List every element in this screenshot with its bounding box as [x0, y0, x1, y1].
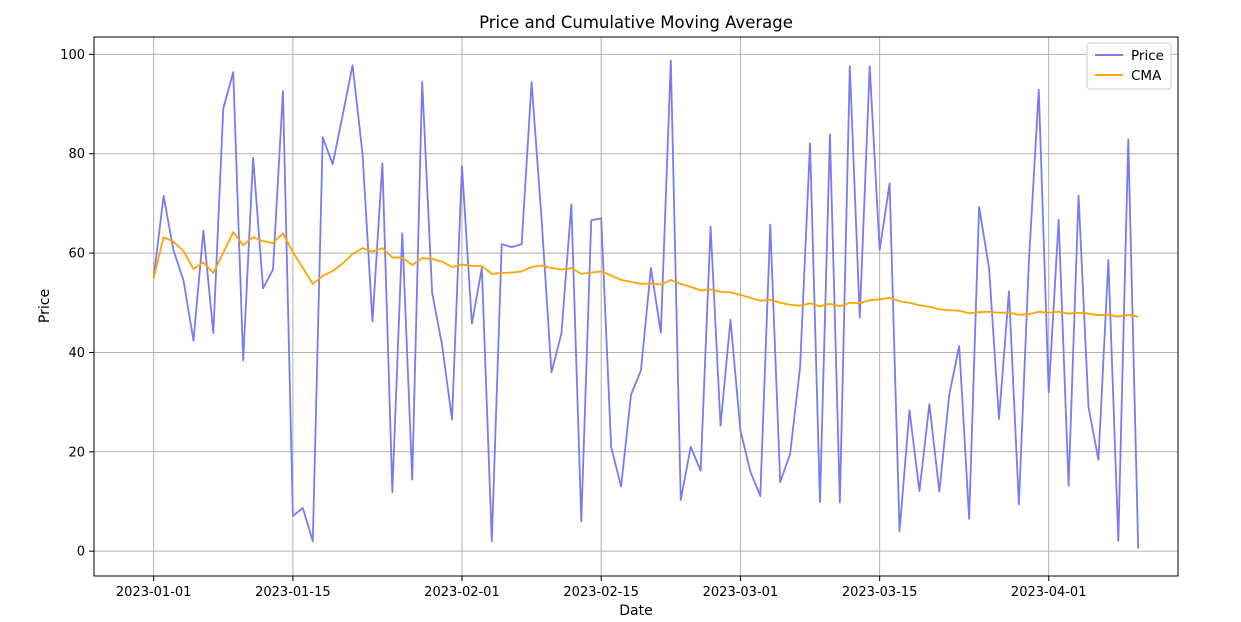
y-tick-label: 80 [68, 147, 85, 162]
y-axis: 0 20 40 60 80 100 [60, 48, 94, 560]
x-tick-label: 2023-03-15 [842, 585, 918, 600]
legend-label-cma: CMA [1131, 68, 1162, 84]
series-line-cma [152, 231, 1139, 318]
y-tick-label: 40 [68, 346, 85, 361]
x-tick-label: 2023-01-01 [116, 585, 192, 600]
grid [94, 37, 1178, 576]
x-tick-label: 2023-01-15 [255, 585, 331, 600]
x-tick-label: 2023-04-01 [1011, 585, 1087, 600]
x-tick-label: 2023-02-01 [424, 585, 500, 600]
legend-label-price: Price [1131, 48, 1164, 64]
legend: Price CMA [1086, 42, 1172, 90]
y-tick-label: 60 [68, 247, 85, 262]
x-tick-label: 2023-02-15 [563, 585, 639, 600]
y-tick-label: 0 [77, 545, 85, 560]
y-tick-label: 20 [68, 445, 85, 460]
series-layer [152, 59, 1140, 549]
series-line-price [152, 59, 1140, 549]
y-tick-label: 100 [60, 48, 85, 63]
y-axis-label: Price [37, 289, 53, 323]
chart-title: Price and Cumulative Moving Average [479, 13, 793, 32]
x-axis-label: Date [619, 603, 652, 619]
x-axis: 2023-01-01 2023-01-15 2023-02-01 2023-02-15… [116, 576, 1087, 600]
plot-frame [93, 36, 1179, 577]
x-tick-label: 2023-03-01 [703, 585, 779, 600]
